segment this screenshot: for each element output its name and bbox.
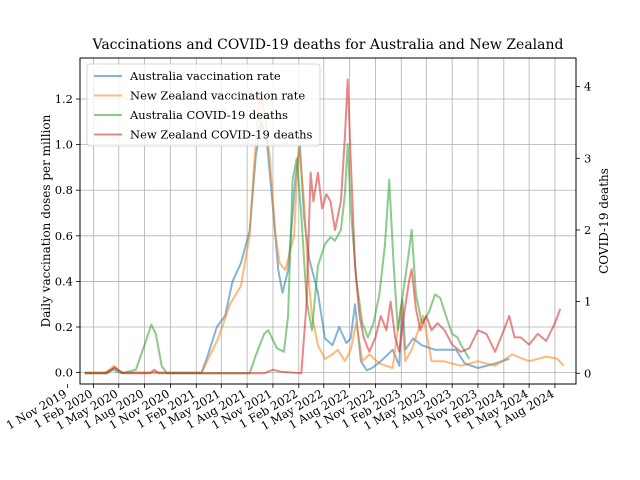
y2-tick-label: 1 (584, 295, 591, 309)
plot-area (84, 78, 565, 375)
legend-label-2: Australia COVID-19 deaths (129, 108, 288, 122)
y-tick-label: 0.8 (55, 183, 73, 197)
legend-label-1: New Zealand vaccination rate (130, 89, 305, 103)
y2-tick-label: 2 (584, 223, 591, 237)
series-line-3 (84, 78, 562, 375)
y2-tick-label: 3 (584, 151, 591, 165)
y-tick-label: 0.4 (55, 274, 73, 288)
y-tick-label: 0.2 (55, 320, 73, 334)
y-axis-right-label: COVID-19 deaths (597, 168, 611, 274)
series-line-1 (84, 93, 565, 374)
legend-label-0: Australia vaccination rate (129, 69, 281, 83)
legend-label-3: New Zealand COVID-19 deaths (130, 128, 313, 142)
y2-tick-label: 0 (584, 366, 591, 380)
legend-box (86, 63, 321, 147)
legend: Australia vaccination rate New Zealand va… (86, 63, 321, 147)
chart-title: Vaccinations and COVID-19 deaths for Aus… (92, 37, 564, 53)
y-tick-label: 0.0 (55, 366, 73, 380)
y-tick-label: 1.2 (55, 92, 73, 106)
y2-tick-label: 4 (584, 80, 591, 94)
y-tick-label: 1.0 (55, 138, 73, 152)
series-line-0 (84, 120, 510, 374)
series-line-2 (84, 143, 471, 375)
y-tick-label: 0.6 (55, 229, 73, 243)
y-axis-right: 0 1 2 3 4 (576, 80, 591, 380)
y-axis-left-label: Daily vaccination doses per million (39, 114, 53, 327)
y-axis-left: 0.0 0.2 0.4 0.6 0.8 1.0 1.2 (55, 92, 80, 380)
plot-frame (79, 57, 577, 385)
